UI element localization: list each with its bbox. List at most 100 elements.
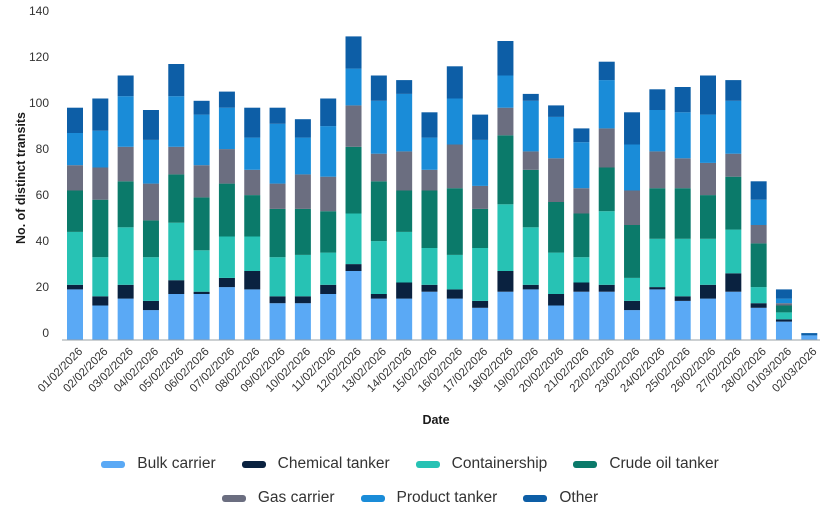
bar-segment (193, 291, 210, 294)
bar-segment (421, 137, 438, 170)
bar-segment (142, 300, 159, 311)
y-tick-label: 60 (36, 188, 50, 202)
bar-segment (573, 142, 590, 189)
bar-segment (92, 130, 109, 168)
bar-segment (117, 75, 134, 97)
bar-segment (750, 303, 767, 308)
bar-segment (598, 80, 615, 129)
y-axis-ticks: 0 20 40 60 80 100 120 140 (29, 4, 49, 340)
bar-segment (649, 188, 666, 239)
bar-segment (320, 294, 337, 340)
legend-label: Chemical tanker (277, 455, 390, 472)
bar-segment (244, 169, 261, 196)
bar-segment (624, 190, 641, 225)
bar-segment (193, 197, 210, 251)
bar-segment (320, 126, 337, 177)
bar-segment (497, 41, 514, 76)
bar-segment (548, 116, 565, 159)
bar-segment (649, 289, 666, 340)
bar-segment (750, 307, 767, 340)
bar-segment (750, 287, 767, 304)
bar-segment (92, 98, 109, 131)
bar-segment (218, 149, 235, 184)
bar-segment (801, 333, 818, 336)
bar-segment (269, 183, 286, 209)
bar-segment (700, 195, 716, 239)
bar-segment (244, 107, 261, 138)
bar-segment (396, 190, 413, 232)
legend-label: Bulk carrier (137, 455, 216, 472)
bar-segment (320, 284, 337, 294)
legend-item: Product tanker (360, 489, 497, 507)
bar-segment (548, 105, 565, 117)
y-tick-label: 80 (36, 142, 50, 156)
legend-label: Crude oil tanker (609, 455, 719, 472)
bar-segment (548, 305, 565, 340)
bar-segment (472, 139, 489, 186)
bar-segment (573, 257, 590, 283)
bar-segment (700, 238, 716, 285)
bar-segment (244, 195, 261, 237)
bar-segment (497, 107, 514, 136)
bar-segment (497, 271, 514, 292)
bar-segment (193, 100, 210, 115)
y-tick-label: 0 (42, 326, 49, 340)
bar-segment (573, 188, 590, 214)
legend-swatch (573, 460, 598, 468)
bar-segment (700, 114, 716, 163)
bar-segment (142, 110, 159, 140)
bar-segment (320, 211, 337, 253)
y-axis-title: No. of distinct transits (14, 112, 28, 244)
legend-swatch (415, 460, 440, 468)
bar-segment (218, 91, 235, 108)
bar-segment (294, 254, 311, 297)
legend-item: Other (523, 489, 598, 507)
bar-segment (775, 298, 792, 304)
bar-segment (548, 294, 565, 306)
bar-segment (750, 243, 767, 288)
bar-segment (320, 176, 337, 212)
bar-segment (472, 114, 489, 140)
bar-segment (446, 66, 463, 99)
bar-segment (345, 213, 362, 265)
y-tick-label: 40 (36, 234, 50, 248)
bar-segment (67, 231, 83, 285)
bar-segment (168, 280, 185, 294)
bar-segment (522, 169, 539, 228)
bar-segment (218, 183, 235, 237)
bar-segment (396, 282, 413, 299)
bar-segment (497, 135, 514, 205)
bar-segment (269, 257, 286, 297)
bar-segment (421, 291, 438, 340)
bar-segment (345, 264, 362, 271)
bar-segment (649, 151, 666, 189)
bar-segment (294, 119, 311, 138)
bar-segment (294, 303, 311, 340)
bar-segment (725, 153, 742, 177)
bar-segment (421, 248, 438, 285)
bar-segment (725, 229, 742, 274)
bar-segment (218, 287, 235, 340)
bar-segment (750, 225, 767, 244)
bar-segment (370, 294, 387, 299)
bar-segment (674, 112, 691, 159)
bar-segment (598, 284, 615, 292)
bar-segment (294, 137, 311, 175)
bar-segment (522, 151, 539, 170)
bar-segment (168, 294, 185, 340)
bar-segment (117, 284, 134, 299)
bar-segment (750, 181, 767, 200)
bar-segment (294, 208, 311, 255)
bar-segment (775, 312, 792, 320)
legend-item: Chemical tanker (241, 455, 390, 473)
legend-item: Gas carrier (221, 489, 335, 507)
bar-segment (649, 110, 666, 152)
bar-segment (218, 236, 235, 278)
bar-segment (396, 93, 413, 152)
bar-segment (218, 107, 235, 150)
legend-swatch (523, 494, 548, 502)
bar-segment (674, 87, 691, 113)
bar-segment (522, 289, 539, 340)
bar-segment (421, 284, 438, 292)
bar-segment (142, 220, 159, 258)
